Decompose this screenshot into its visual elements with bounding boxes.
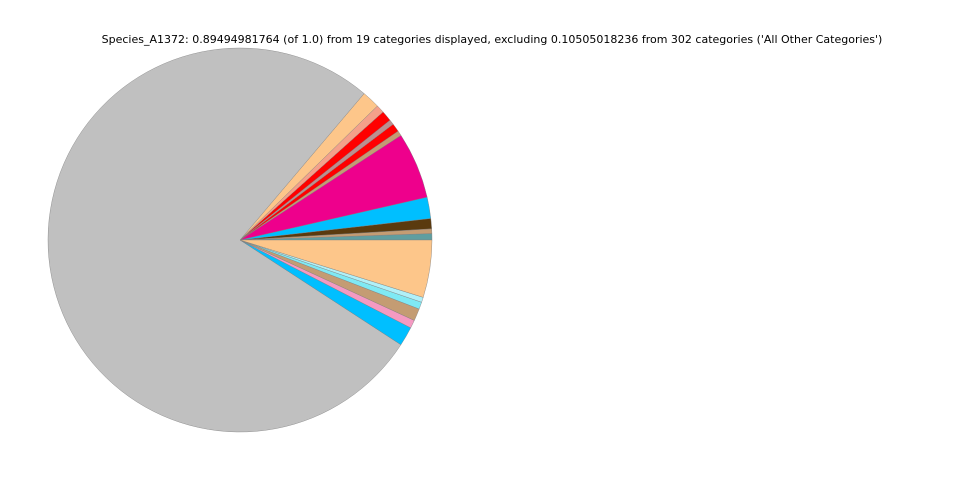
- pie-slice-17: [239, 239, 433, 298]
- chart-title: Species_A1372: 0.89494981764 (of 1.0) fr…: [101, 33, 883, 46]
- pie-slices: [47, 47, 433, 433]
- pie-slice-all-other-categories: [47, 47, 402, 433]
